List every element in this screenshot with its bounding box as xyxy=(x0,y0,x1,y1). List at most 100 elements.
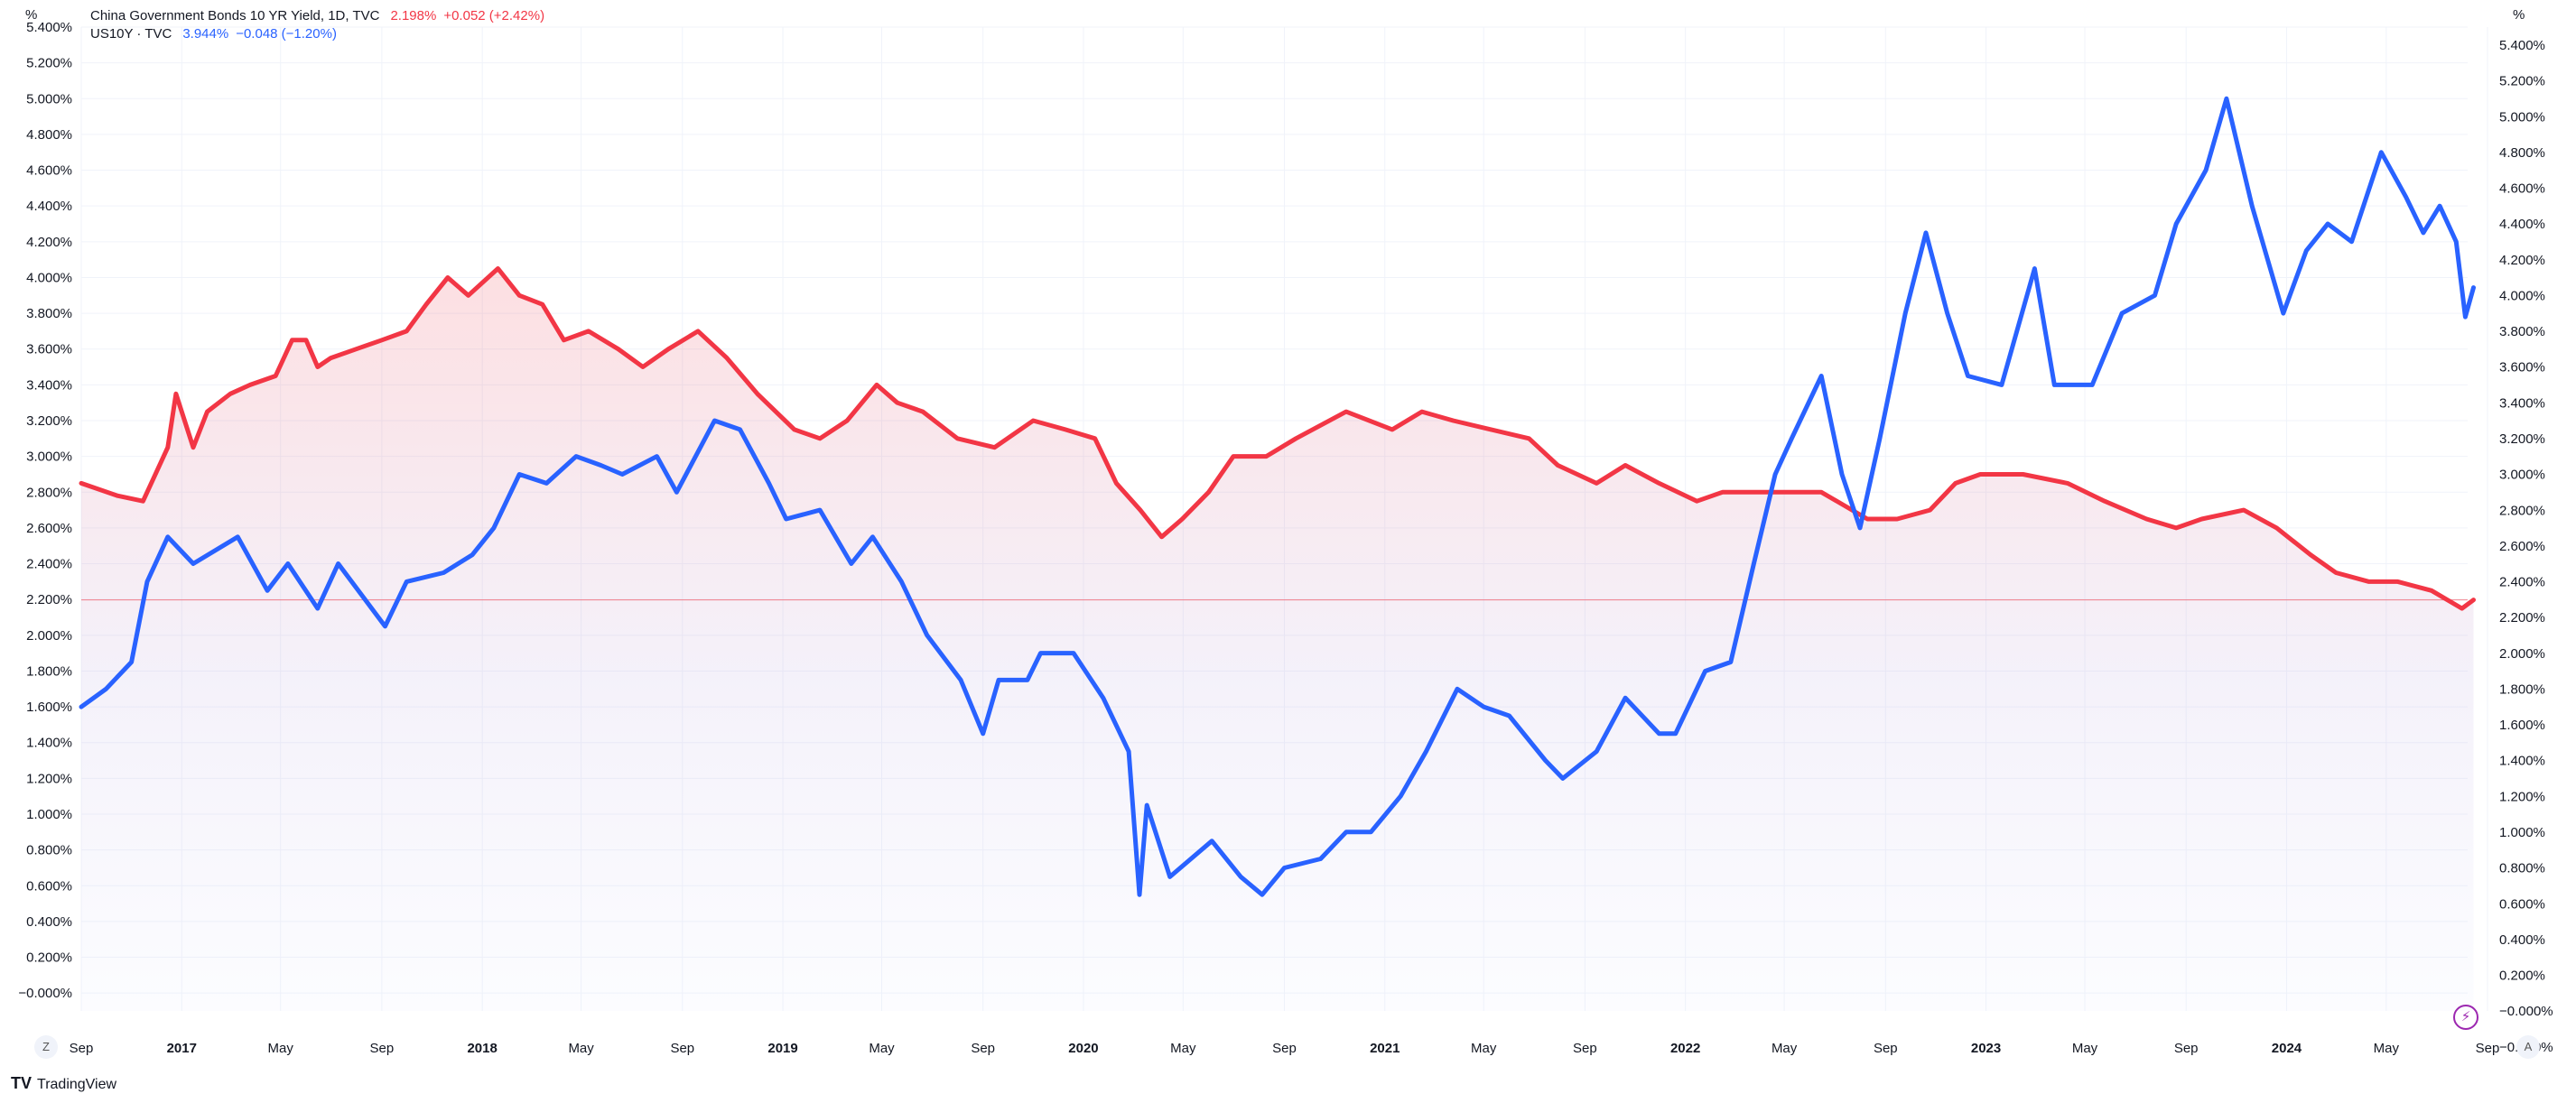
legend-us-symbol: US10Y · TVC xyxy=(90,26,172,42)
series-area-0 xyxy=(81,268,2474,1011)
branding-text: TradingView xyxy=(37,1077,117,1092)
y-tick-label-left: 5.400% xyxy=(26,20,72,35)
x-tick-label: Sep xyxy=(971,1041,995,1056)
y-tick-label-left: 0.800% xyxy=(26,843,72,858)
y-tick-label-left: 2.400% xyxy=(26,557,72,572)
x-tick-label: Sep xyxy=(370,1041,395,1056)
y-tick-label-right: 0.400% xyxy=(2499,932,2545,948)
lightning-icon[interactable]: ⚡ xyxy=(2453,1005,2478,1030)
y-tick-label-left: 3.400% xyxy=(26,377,72,393)
y-tick-label-right: 3.800% xyxy=(2499,324,2545,339)
series-line-us[interactable] xyxy=(79,96,2476,897)
x-tick-label: May xyxy=(2374,1041,2400,1056)
y-tick-label-left: 3.200% xyxy=(26,413,72,429)
series-lines[interactable] xyxy=(79,96,2476,897)
x-axis: Sep 2017 May Sep 2018 May Sep 2019 May Sep 2020 May… xyxy=(70,1041,2500,1056)
x-tick-label: Sep xyxy=(1874,1041,1898,1056)
x-tick-label: May xyxy=(2072,1041,2098,1056)
y-tick-label-left: 4.400% xyxy=(26,199,72,214)
x-tick-label: Sep xyxy=(2174,1041,2199,1056)
y-tick-label-right: 2.400% xyxy=(2499,575,2545,590)
y-tick-label-right: 5.400% xyxy=(2499,38,2545,53)
tradingview-logo[interactable]: TV TradingView xyxy=(11,1074,116,1093)
x-tick-label: 2023 xyxy=(1971,1041,2001,1056)
y-tick-label-left: 1.600% xyxy=(26,700,72,715)
y-tick-label-left: 4.000% xyxy=(26,270,72,285)
x-tick-label: May xyxy=(1170,1041,1196,1056)
y-tick-label-left: 2.800% xyxy=(26,485,72,500)
y-tick-label-right: 4.000% xyxy=(2499,288,2545,303)
y-tick-label-right: 0.200% xyxy=(2499,969,2545,984)
y-tick-label-right: 2.200% xyxy=(2499,610,2545,626)
x-tick-label: 2022 xyxy=(1670,1041,1700,1056)
x-tick-label: May xyxy=(869,1041,895,1056)
y-tick-label-left: 2.600% xyxy=(26,521,72,536)
y-axis-right: 5.400% 5.200% 5.000% 4.800% 4.600% 4.400% 4.20… xyxy=(2499,38,2553,1055)
y-tick-label-left: 0.400% xyxy=(26,914,72,930)
y-tick-label-right: 3.600% xyxy=(2499,360,2545,375)
x-tick-label: Sep xyxy=(1272,1041,1297,1056)
x-tick-label: Sep xyxy=(670,1041,694,1056)
x-tick-label: Sep xyxy=(1573,1041,1597,1056)
y-tick-label-left: 0.200% xyxy=(26,950,72,966)
y-tick-label-left: 3.800% xyxy=(26,306,72,321)
y-tick-label-right: 2.000% xyxy=(2499,646,2545,662)
y-axis-left: 5.400% 5.200% 5.000% 4.800% 4.600% 4.400% 4.20… xyxy=(18,20,72,1001)
legend-series-us[interactable]: US10Y · TVC 3.944% −0.048 (−1.20%) xyxy=(90,25,552,43)
y-tick-label-right: 3.000% xyxy=(2499,468,2545,483)
y-tick-label-left: 1.400% xyxy=(26,736,72,751)
y-tick-label-right: 4.400% xyxy=(2499,217,2545,232)
x-tick-label: May xyxy=(1471,1041,1497,1056)
y-tick-label-right: 1.800% xyxy=(2499,681,2545,697)
y-tick-label-right: 5.000% xyxy=(2499,109,2545,125)
y-tick-label-right: 1.000% xyxy=(2499,825,2545,840)
y-tick-label-right: 1.200% xyxy=(2499,789,2545,804)
y-tick-label-left: 5.200% xyxy=(26,56,72,71)
series-line-china[interactable] xyxy=(79,266,2476,611)
x-tick-label: 2024 xyxy=(2272,1041,2302,1056)
legend-china-symbol: China Government Bonds 10 YR Yield, 1D, … xyxy=(90,8,380,23)
y-tick-label-right: 4.800% xyxy=(2499,145,2545,161)
auto-scale-button[interactable]: A xyxy=(2516,1035,2540,1059)
legend: China Government Bonds 10 YR Yield, 1D, … xyxy=(90,7,552,43)
x-tick-label: 2021 xyxy=(1370,1041,1400,1056)
y-tick-label-right: 1.400% xyxy=(2499,754,2545,769)
y-tick-label-right: 4.200% xyxy=(2499,253,2545,268)
y-tick-label-left: 3.000% xyxy=(26,450,72,465)
y-tick-label-left: 3.600% xyxy=(26,342,72,357)
x-tick-label: 2019 xyxy=(767,1041,797,1056)
legend-china-change: +0.052 (+2.42%) xyxy=(443,8,545,23)
y-tick-label-left: 2.000% xyxy=(26,628,72,644)
legend-us-last: 3.944% xyxy=(182,26,229,42)
x-tick-label: May xyxy=(268,1041,294,1056)
x-tick-label: May xyxy=(568,1041,594,1056)
y-axis-right-unit: % xyxy=(2513,7,2525,23)
y-tick-label-left: 4.200% xyxy=(26,235,72,250)
y-tick-label-right: 4.600% xyxy=(2499,181,2545,197)
x-tick-label: 2017 xyxy=(167,1041,197,1056)
x-tick-label: May xyxy=(1772,1041,1798,1056)
series-areas xyxy=(81,268,2474,1011)
y-tick-label-left: 4.800% xyxy=(26,127,72,143)
timezone-toggle-button[interactable]: Z xyxy=(34,1035,58,1059)
y-tick-label-right: −0.000% xyxy=(2499,1004,2553,1019)
x-tick-label: 2020 xyxy=(1068,1041,1098,1056)
y-tick-label-left: 5.000% xyxy=(26,91,72,107)
x-tick-label: Sep xyxy=(70,1041,94,1056)
y-axis-left-unit: % xyxy=(25,7,38,23)
legend-series-china[interactable]: China Government Bonds 10 YR Yield, 1D, … xyxy=(90,7,552,25)
y-tick-label-right: 3.200% xyxy=(2499,431,2545,447)
y-tick-label-right: 0.800% xyxy=(2499,861,2545,876)
tradingview-mark-icon: TV xyxy=(11,1074,33,1092)
legend-china-last: 2.198% xyxy=(390,8,437,23)
y-tick-label-right: 3.400% xyxy=(2499,395,2545,411)
y-tick-label-left: 1.200% xyxy=(26,771,72,786)
y-tick-label-left: 1.800% xyxy=(26,663,72,679)
y-tick-label-right: 0.600% xyxy=(2499,896,2545,912)
y-tick-label-right: 2.600% xyxy=(2499,539,2545,554)
y-tick-label-right: 1.600% xyxy=(2499,718,2545,733)
x-tick-label: 2018 xyxy=(467,1041,497,1056)
y-tick-label-left: 1.000% xyxy=(26,807,72,822)
y-tick-label-left: 0.600% xyxy=(26,878,72,894)
